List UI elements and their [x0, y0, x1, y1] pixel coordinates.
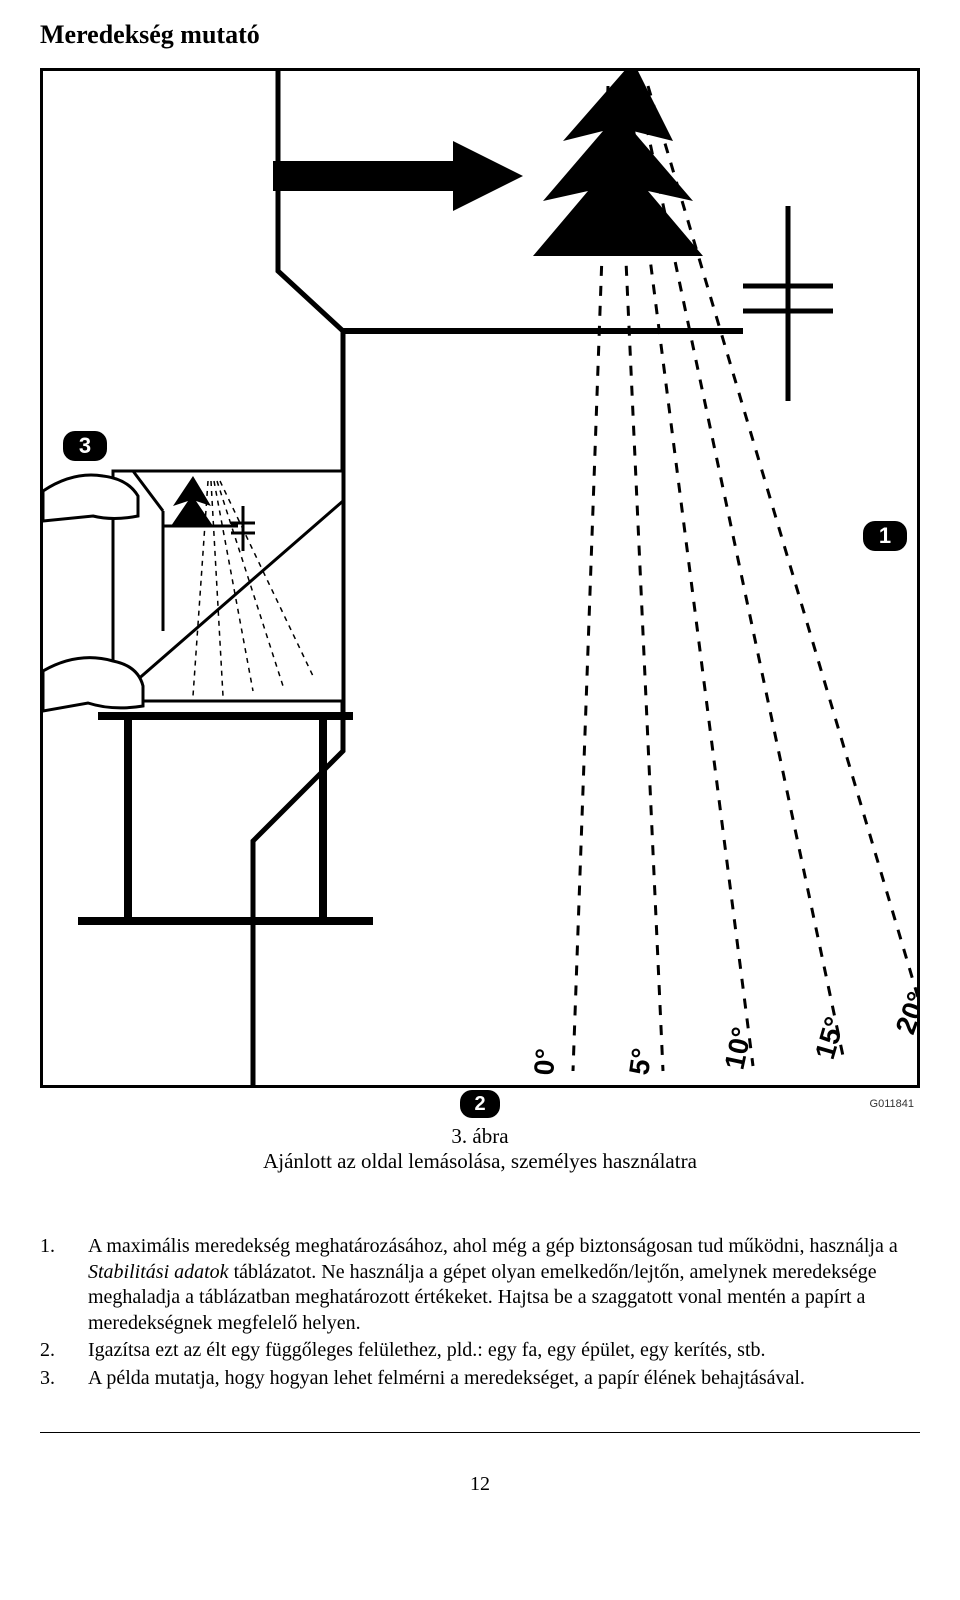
page-title: Meredekség mutató — [40, 20, 920, 50]
paper-subdiagram — [43, 471, 373, 921]
page-number: 12 — [40, 1473, 920, 1496]
list-num: 2. — [40, 1338, 88, 1364]
angle-0: 0° — [528, 1047, 561, 1076]
angle-5: 5° — [623, 1046, 657, 1077]
image-code: G011841 — [870, 1098, 914, 1110]
tree-large-icon — [533, 71, 703, 256]
angle-fan-large — [573, 86, 920, 1071]
figure-caption: 3. ábra Ajánlott az oldal lemásolása, sz… — [40, 1124, 920, 1174]
angle-20: 20° — [890, 988, 920, 1038]
list-text: A maximális meredekség meghatározásához,… — [88, 1234, 920, 1336]
instruction-list: 1. A maximális meredekség meghatározásáh… — [40, 1234, 920, 1392]
divider — [40, 1432, 920, 1433]
list-text: Igazítsa ezt az élt egy függőleges felül… — [88, 1338, 920, 1364]
angle-labels: 0° 5° 10° 15° 20° — [528, 988, 920, 1077]
callout-2-label: 2 — [474, 1093, 485, 1116]
callout-2-badge: 2 — [460, 1090, 500, 1118]
list-num: 1. — [40, 1234, 88, 1336]
arrow-right-icon — [273, 141, 523, 211]
caption-line-1: 3. ábra — [40, 1124, 920, 1149]
slope-diagram: 0° 5° 10° 15° 20° 1 — [40, 68, 920, 1088]
callout-3-badge: 3 — [63, 431, 107, 461]
list-item: 3. A példa mutatja, hogy hogyan lehet fe… — [40, 1366, 920, 1392]
callout-1-badge: 1 — [863, 521, 907, 551]
caption-line-2: Ajánlott az oldal lemásolása, személyes … — [40, 1149, 920, 1174]
list-text: A példa mutatja, hogy hogyan lehet felmé… — [88, 1366, 920, 1392]
figure-wrapper: 0° 5° 10° 15° 20° 1 — [40, 68, 920, 1088]
svg-text:3: 3 — [79, 433, 91, 458]
list-item: 2. Igazítsa ezt az élt egy függőleges fe… — [40, 1338, 920, 1364]
list-item: 1. A maximális meredekség meghatározásáh… — [40, 1234, 920, 1336]
list-num: 3. — [40, 1366, 88, 1392]
angle-15: 15° — [809, 1013, 850, 1062]
svg-text:1: 1 — [879, 523, 891, 548]
